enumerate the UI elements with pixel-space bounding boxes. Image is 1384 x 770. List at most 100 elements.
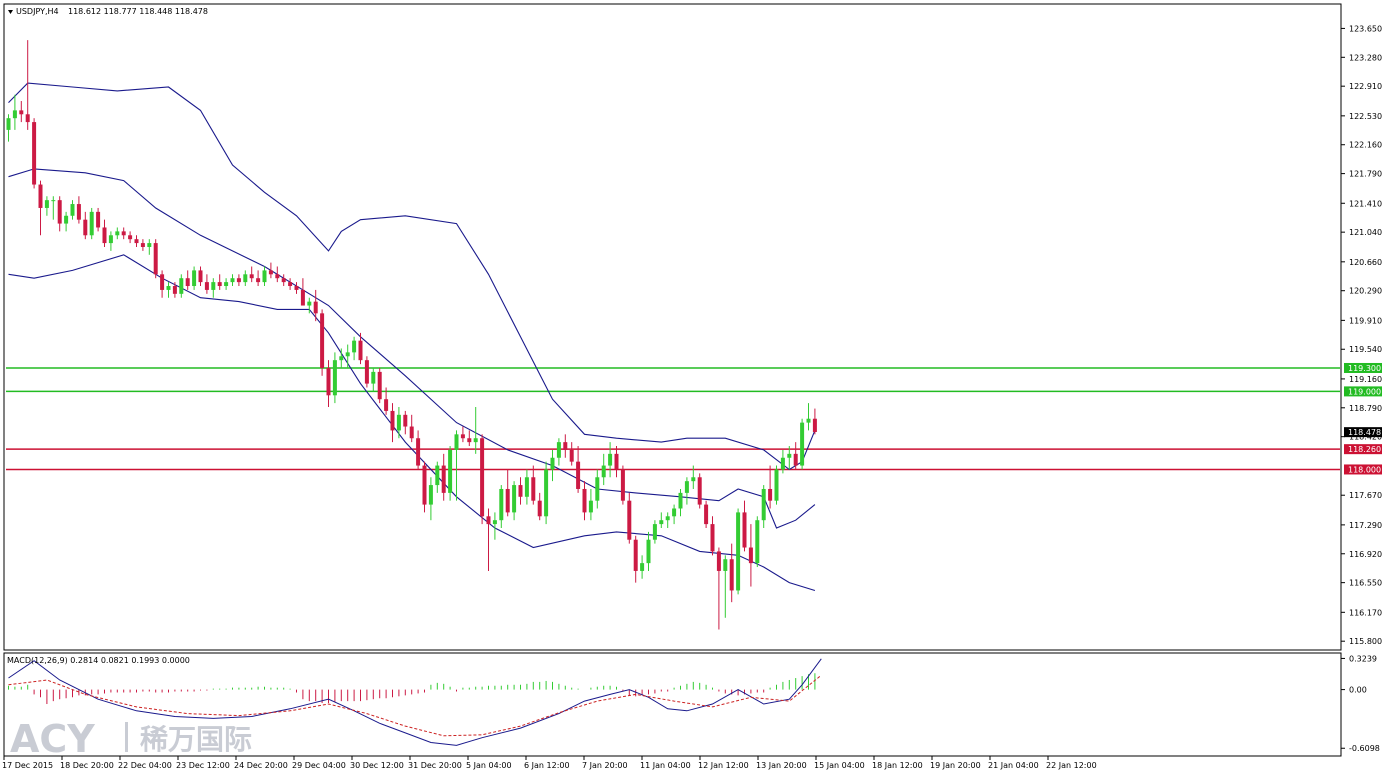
candle	[768, 465, 773, 509]
candle-body	[774, 469, 779, 501]
candle-body	[198, 270, 203, 283]
candle-body	[51, 200, 56, 202]
price-tick-label: 117.290	[1349, 521, 1382, 530]
candle-body	[44, 200, 49, 208]
candle-body	[742, 512, 747, 548]
candle	[460, 426, 465, 443]
candle	[25, 40, 30, 130]
candle-body	[780, 457, 785, 470]
candle	[44, 196, 49, 216]
candle	[294, 282, 299, 294]
candle	[166, 282, 171, 298]
candle	[748, 524, 753, 587]
candle	[736, 508, 741, 595]
time-tick-label: 6 Jan 12:00	[524, 761, 570, 770]
candle-body	[518, 485, 523, 497]
level-tag-label: 118.000	[1348, 465, 1381, 474]
candle	[377, 367, 382, 404]
level-tag	[1344, 444, 1382, 455]
level-tag	[1344, 386, 1382, 397]
candle-body	[608, 453, 613, 466]
candle-body	[672, 508, 677, 517]
price-tick-label: 116.170	[1349, 608, 1382, 617]
price-tick-label: 119.160	[1349, 375, 1382, 384]
time-tick-label: 11 Jan 04:00	[640, 761, 691, 770]
candle	[678, 488, 683, 517]
candle	[281, 274, 286, 287]
candle-body	[761, 488, 766, 521]
candle-body	[441, 465, 446, 493]
time-tick-label: 5 Jan 04:00	[466, 761, 512, 770]
candle-body	[646, 539, 651, 564]
candle	[659, 512, 664, 529]
candle	[684, 477, 689, 505]
candle-body	[723, 559, 728, 571]
candle-body	[230, 278, 235, 283]
candle	[620, 465, 625, 505]
candle	[288, 278, 293, 290]
candle	[320, 309, 325, 376]
candle	[761, 485, 766, 529]
price-tick-label: 123.280	[1349, 53, 1382, 62]
candle	[268, 262, 273, 279]
candle	[76, 196, 81, 224]
candle-body	[128, 235, 133, 240]
candle	[172, 282, 177, 298]
time-tick-label: 18 Jan 12:00	[872, 761, 923, 770]
time-tick-label: 18 Dec 20:00	[60, 761, 114, 770]
candle-body	[582, 488, 587, 513]
candle	[595, 469, 600, 509]
candle	[256, 270, 261, 287]
candle-body	[64, 215, 69, 224]
candle-body	[486, 516, 491, 525]
candle-body	[678, 492, 683, 509]
candle	[422, 461, 427, 513]
candle	[108, 231, 113, 251]
candle-body	[460, 434, 465, 439]
candle-body	[140, 243, 145, 247]
candle	[89, 207, 94, 240]
candle-body	[473, 438, 478, 443]
candle	[614, 446, 619, 478]
candle	[627, 492, 632, 544]
candle-body	[89, 211, 94, 236]
candle-body	[576, 461, 581, 489]
candle-body	[371, 371, 376, 384]
time-tick-label: 24 Dec 20:00	[234, 761, 288, 770]
candle-body	[633, 539, 638, 571]
candle-body	[19, 110, 24, 115]
candle	[563, 434, 568, 458]
candle	[38, 180, 43, 236]
candle	[448, 446, 453, 501]
price-tick-label: 115.800	[1349, 637, 1382, 646]
time-tick-label: 31 Dec 20:00	[408, 761, 462, 770]
price-tick-label: 122.160	[1349, 141, 1382, 150]
candle	[672, 504, 677, 525]
candle-body	[243, 274, 248, 283]
candle	[518, 477, 523, 505]
candle	[57, 196, 62, 232]
candle-body	[454, 434, 459, 450]
candle	[608, 442, 613, 478]
candle	[716, 547, 721, 630]
candle	[633, 535, 638, 583]
candle-body	[793, 453, 798, 466]
candle-body	[748, 547, 753, 564]
candle	[588, 488, 593, 521]
candle-body	[800, 422, 805, 466]
candle-body	[377, 371, 382, 400]
candle-body	[691, 477, 696, 482]
bollinger-upper-line	[8, 82, 816, 471]
macd-signal-line	[8, 674, 822, 737]
candle	[364, 356, 369, 388]
candle-body	[524, 477, 529, 497]
candle	[51, 196, 56, 220]
candle	[217, 274, 222, 290]
candle-body	[448, 449, 453, 493]
candle	[537, 492, 542, 521]
candle-body	[512, 485, 517, 513]
candle-body	[505, 488, 510, 513]
candle-body	[550, 457, 555, 470]
